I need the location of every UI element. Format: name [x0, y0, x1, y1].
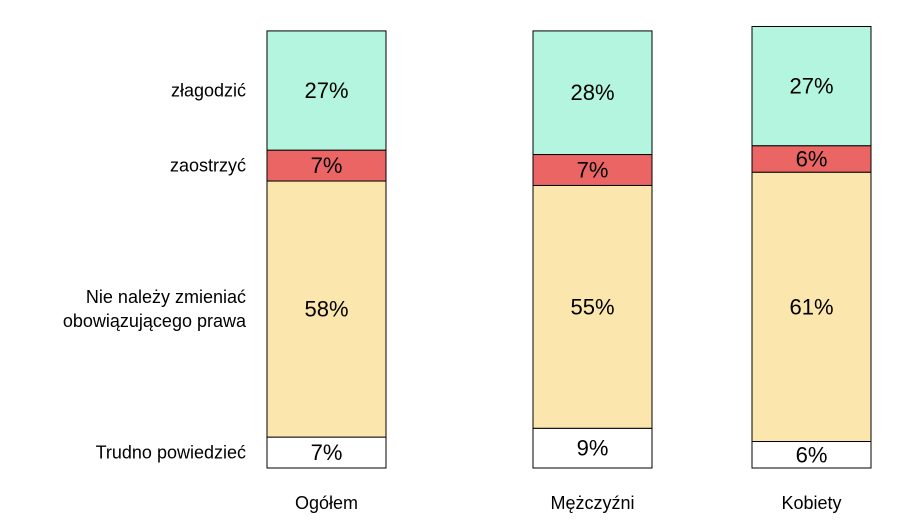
data-label: 6% — [796, 442, 828, 467]
series-label-line: Trudno powiedzieć — [96, 443, 246, 463]
bar-segment — [266, 180, 387, 438]
bar-segment — [266, 436, 387, 469]
series-label: Trudno powiedzieć — [96, 443, 246, 463]
data-label: 7% — [577, 157, 609, 182]
series-label-line: Nie należy zmieniać — [86, 287, 246, 307]
bar-segment — [751, 171, 872, 443]
data-label: 9% — [577, 436, 609, 461]
data-label: 55% — [570, 294, 614, 319]
data-label: 61% — [789, 294, 833, 319]
series-labels-group: złagodzić zaostrzyć Nie należy zmieniać obo… — [63, 81, 247, 463]
bar-segment — [751, 441, 872, 469]
data-label: 58% — [304, 297, 348, 322]
bar-segment — [751, 145, 872, 173]
bar-segment — [751, 26, 872, 147]
bar-segment — [532, 427, 653, 469]
data-label: 7% — [311, 440, 343, 465]
data-label: 7% — [311, 153, 343, 178]
series-label: złagodzić — [171, 81, 246, 101]
series-label-line: złagodzić — [171, 81, 246, 101]
category-label: Kobiety — [781, 493, 841, 513]
bar-segment — [532, 184, 653, 429]
segment-labels-group: 7% 58% 7% 27% 9% 55% 7% 28% 6% 61% 6% 27% — [304, 74, 833, 468]
data-label: 28% — [570, 80, 614, 105]
bars-group — [266, 26, 872, 469]
series-label: Nie należy zmieniać obowiązującego prawa — [63, 287, 247, 331]
data-label: 27% — [789, 74, 833, 99]
category-label: Mężczyźni — [550, 493, 634, 513]
bar-segment — [532, 154, 653, 186]
data-label: 27% — [304, 78, 348, 103]
data-label: 6% — [796, 146, 828, 171]
series-label-line: zaostrzyć — [170, 156, 246, 176]
category-labels-group: Ogółem Mężczyźni Kobiety — [295, 493, 842, 513]
bar-segment — [532, 30, 653, 156]
category-label: Ogółem — [295, 493, 358, 513]
bar-segment — [266, 30, 387, 151]
series-label: zaostrzyć — [170, 156, 246, 176]
series-label-line: obowiązującego prawa — [63, 311, 247, 331]
